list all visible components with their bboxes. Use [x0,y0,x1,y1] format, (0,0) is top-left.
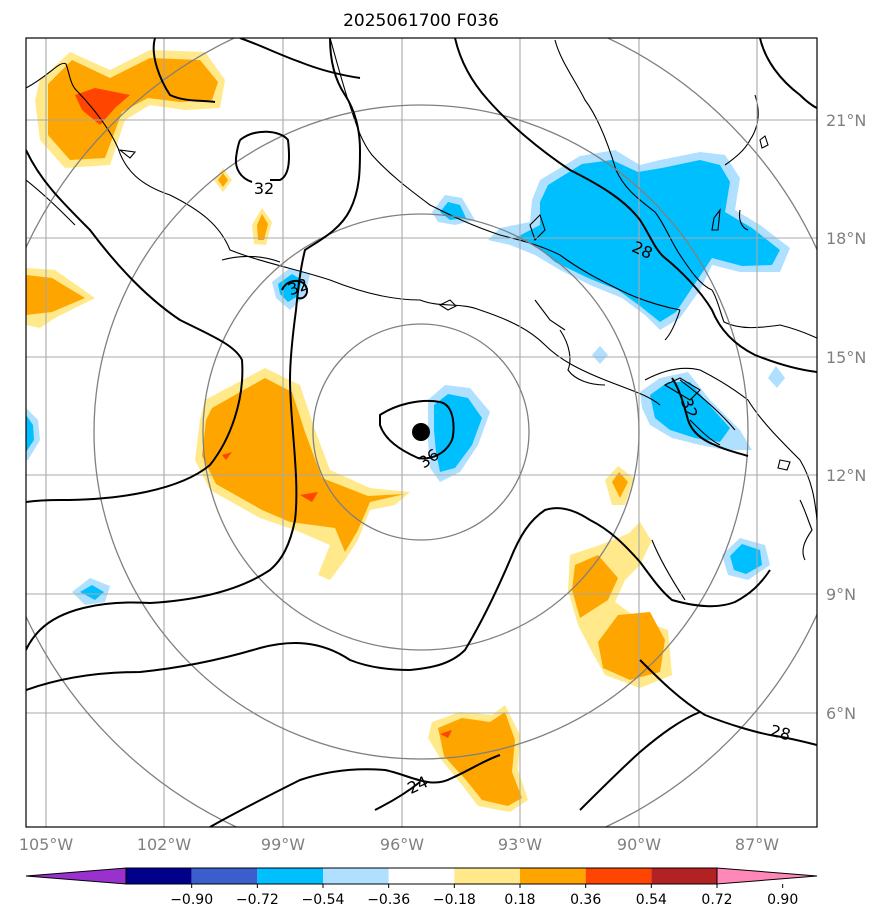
colorbar-outline [125,867,718,885]
lon-tick-label: 93°W [498,835,542,854]
lon-tick-label: 105°W [19,835,74,854]
colorbar-segment [126,868,192,884]
colorbar-tick-label: 0.54 [636,892,667,908]
colorbar-segment [651,868,717,884]
colorbar-segment [585,868,652,884]
map-area: 32 32 28 32 36 24 28 [26,38,817,827]
lat-tick-label: 21°N [826,111,866,130]
colorbar-segment [520,868,586,884]
lat-tick-label: 6°N [826,704,856,723]
lat-tick-label: 9°N [826,585,856,604]
colorbar-segment [257,868,323,884]
colorbar-segment [191,868,258,884]
colorbar-segment [323,868,389,884]
colorbar-tick-label: 0.72 [701,892,732,908]
colorbar-extension-high [716,867,818,885]
storm-center-marker [412,423,430,441]
colorbar-tick-label: 0.18 [504,892,535,908]
colorbar-tick-label: −0.54 [302,892,345,908]
colorbar-tick-label: 0.36 [570,892,601,908]
map-title: 2025061700 F036 [343,11,499,31]
contour-label: 28 [768,721,793,745]
lon-tick-label: 96°W [380,835,424,854]
lat-tick-label: 18°N [826,229,866,248]
colorbar: −0.90 −0.72 −0.54 −0.36 −0.18 0.18 0.36 0.54 0.7… [25,867,818,908]
lat-tick-label: 15°N [826,348,866,367]
colorbar-tick-label: −0.72 [236,892,279,908]
colorbar-tick-label: −0.18 [433,892,476,908]
latitude-axis: 21°N 18°N 15°N 12°N 9°N 6°N [826,111,866,723]
shading-layer [26,50,790,812]
range-rings [26,38,817,827]
map-frame [25,37,818,828]
colorbar-tick-label: −0.90 [170,892,213,908]
longitude-axis: 105°W 102°W 99°W 96°W 93°W 90°W 87°W [19,835,779,854]
lon-tick-label: 102°W [137,835,192,854]
colorbar-segment [454,868,520,884]
lat-tick-label: 12°N [826,466,866,485]
colorbar-tick-label: −0.36 [367,892,410,908]
colorbar-segment [388,868,455,884]
contour-label: 32 [254,179,274,198]
colorbar-extension-low [25,867,127,885]
contour-lines [26,38,817,827]
colorbar-tick-label: 0.90 [767,892,798,908]
lon-tick-label: 90°W [617,835,661,854]
lon-tick-label: 99°W [261,835,305,854]
graticule [26,38,817,827]
lon-tick-label: 87°W [735,835,779,854]
